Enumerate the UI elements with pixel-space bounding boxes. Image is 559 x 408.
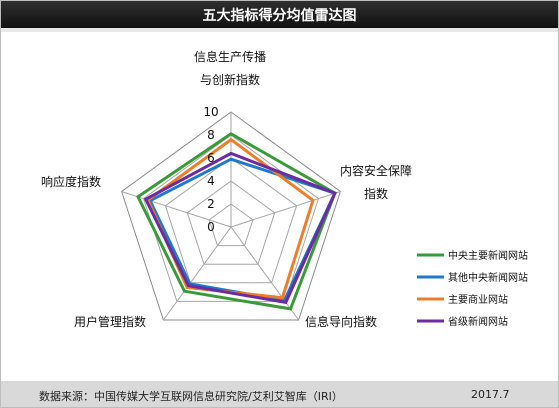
axis-label: 信息导向指数 bbox=[305, 314, 377, 329]
legend-label: 主要商业网站 bbox=[448, 293, 508, 306]
radar-tick-labels: 0 2 4 6 8 10 bbox=[203, 105, 218, 234]
series-line bbox=[136, 132, 337, 311]
chart-footer: 数据来源：中国传媒大学互联网信息研究院/艾利艾智库（IRI） 2017.7 bbox=[1, 381, 558, 407]
grid-spoke bbox=[230, 226, 300, 321]
legend-label: 中央主要新闻网站 bbox=[448, 249, 528, 262]
grid-ring bbox=[121, 111, 341, 321]
axis-label: 与创新指数 bbox=[200, 72, 260, 87]
radar-series bbox=[136, 132, 337, 311]
axis-label: 响应度指数 bbox=[41, 174, 101, 189]
tick-label: 0 bbox=[207, 220, 215, 234]
grid-ring bbox=[164, 157, 298, 284]
legend-label: 其他中央新闻网站 bbox=[448, 271, 528, 284]
grid-spoke bbox=[162, 226, 232, 321]
axis-label: 信息生产传播 bbox=[194, 49, 266, 64]
grid-ring bbox=[142, 134, 320, 302]
grid-spoke bbox=[230, 191, 341, 228]
tick-label: 10 bbox=[203, 105, 218, 119]
publication-date: 2017.7 bbox=[471, 388, 510, 401]
axis-label: 指数 bbox=[364, 186, 388, 201]
chart-title: 五大指标得分均值雷达图 bbox=[202, 7, 357, 24]
tick-label: 8 bbox=[207, 128, 215, 142]
chart-title-bar: 五大指标得分均值雷达图 bbox=[1, 1, 558, 28]
tick-label: 4 bbox=[207, 174, 215, 188]
title-divider bbox=[1, 28, 558, 32]
series-line bbox=[146, 137, 315, 300]
data-source-note: 数据来源：中国传媒大学互联网信息研究院/艾利艾智库（IRI） bbox=[39, 390, 343, 403]
axis-label: 用户管理指数 bbox=[74, 314, 146, 329]
legend-label: 省级新闻网站 bbox=[448, 315, 508, 328]
tick-label: 6 bbox=[207, 151, 215, 165]
series-line bbox=[143, 151, 337, 305]
tick-label: 2 bbox=[207, 197, 215, 211]
grid-ring bbox=[186, 180, 276, 265]
grid-ring bbox=[208, 203, 254, 247]
axis-label: 内容安全保障 bbox=[340, 163, 412, 178]
